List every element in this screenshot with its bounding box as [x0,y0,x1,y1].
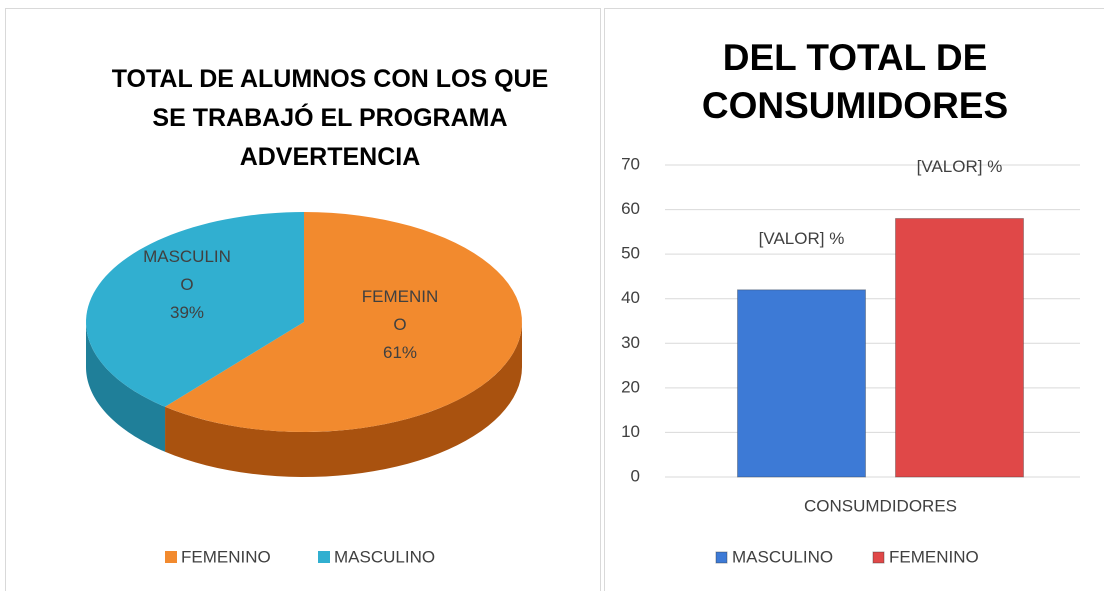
pie-side [165,322,522,477]
data-label-category: MASCULINO [143,247,231,294]
data-label: [VALOR] % [758,228,845,248]
y-tick-label: 20 [621,377,640,396]
legend-swatch [165,551,177,563]
bar [895,217,1024,478]
y-tick-label: 60 [621,199,640,218]
data-label-category: FEMENINO [361,287,439,334]
chart-title: TOTAL DE ALUMNOS CON LOS QUE SE TRABAJÓ … [111,65,549,171]
y-tick-label: 30 [621,333,640,352]
pie-slice [86,212,304,452]
bar-panel [604,8,1104,591]
data-label: FEMENINO 61% [356,283,444,367]
y-tick-label: 40 [621,288,640,307]
legend-swatch [872,551,885,564]
data-label-value: 39% [169,303,205,322]
pie-slice [165,212,522,477]
data-label-value: 61% [382,343,418,362]
legend-label: MASCULINO [732,547,833,566]
legend-label: FEMENINO [889,547,979,566]
y-tick-label: 0 [631,466,640,485]
pie-panel [5,8,601,591]
legend-swatch [715,551,728,564]
data-label: [VALOR] % [916,157,1003,177]
y-tick-label: 10 [621,422,640,441]
pie-side [86,322,166,452]
pie-top [86,212,304,407]
legend-label: MASCULINO [334,547,435,566]
data-label: MASCULINO 39% [143,243,231,327]
bar [737,289,866,478]
legend-label: FEMENINO [181,547,271,566]
legend-swatch [318,551,330,563]
pie-top [165,212,522,432]
y-tick-label: 50 [621,244,640,263]
chart-title: DEL TOTAL DE CONSUMIDORES [701,37,1009,126]
x-tick-label: CONSUMDIDORES [804,496,957,515]
y-tick-label: 70 [621,154,640,173]
